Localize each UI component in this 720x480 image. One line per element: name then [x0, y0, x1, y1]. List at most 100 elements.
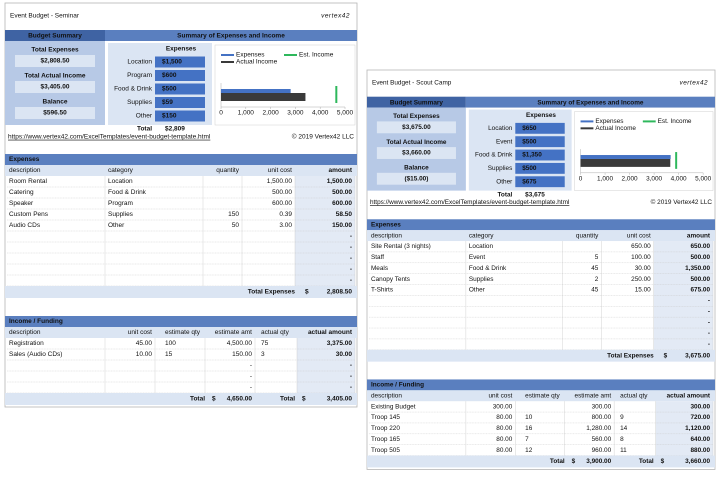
table-cell: 8	[620, 436, 624, 443]
table-cell: Site Rental (3 nights)	[371, 243, 431, 250]
url: https://www.vertex42.com/ExcelTemplates/…	[8, 134, 211, 141]
table-cell: -	[350, 277, 352, 284]
table-cell: 300.00	[690, 403, 710, 410]
overview-label: Location	[488, 125, 513, 132]
table-cell: Troop 145	[371, 414, 400, 421]
table-cell: 150	[228, 211, 239, 218]
sheet-title: Event Budget - Seminar	[10, 13, 80, 20]
table-header-bar	[367, 379, 715, 391]
summary-label: Total Actual Income	[24, 73, 85, 80]
total-cell: Total Expenses	[248, 289, 296, 296]
table-cell: -	[708, 330, 710, 337]
summary-header: Budget Summary	[390, 99, 443, 106]
legend-label: Actual Income	[595, 125, 636, 132]
table-cell: Audio CDs	[9, 222, 41, 229]
table-cell: 3.00	[279, 222, 292, 229]
overview-label: Supplies	[127, 99, 153, 106]
table-cell: 58.50	[336, 211, 353, 218]
table-cell: 1,500.00	[327, 178, 353, 185]
overview-header: Summary of Expenses and Income	[537, 99, 644, 106]
total-row	[5, 286, 357, 298]
table-cell: 11	[620, 447, 627, 454]
overview-total: $2,809	[165, 126, 185, 133]
overview-value: $675	[522, 178, 537, 185]
table-cell: 500.00	[690, 276, 710, 283]
summary-header-left	[367, 96, 466, 108]
table-cell: -	[250, 362, 252, 369]
table-cell: 300.00	[592, 403, 612, 410]
table-cell: Registration	[9, 340, 44, 347]
column-header: unit cost	[488, 392, 512, 399]
table-cell: -	[350, 373, 352, 380]
table-cell: Troop 505	[371, 447, 400, 454]
table-cell: Program	[108, 200, 133, 207]
column-header: description	[9, 329, 41, 336]
summary-label: Total Expenses	[31, 47, 79, 54]
overview-value-box	[155, 70, 205, 81]
table-cell: 560.00	[592, 436, 612, 443]
total-cell: 4,650.00	[227, 396, 253, 403]
table-cell: 80.00	[496, 425, 512, 432]
overview-value-box	[515, 162, 565, 174]
total-cell: $	[212, 396, 216, 403]
chart-area	[214, 44, 356, 126]
chart-area	[574, 111, 714, 191]
table-cell: Troop 165	[371, 436, 400, 443]
overview-label: Other	[496, 178, 513, 185]
column-header: category	[469, 232, 494, 239]
table-cell: -	[708, 308, 710, 315]
x-tick-label: 0	[579, 175, 583, 182]
sheet-title: Event Budget - Scout Camp	[372, 80, 452, 87]
table-cell: 45	[591, 265, 599, 272]
table-cell: Staff	[371, 254, 384, 261]
amount-column-shade	[655, 401, 714, 456]
table-cell: 1,500.00	[267, 178, 293, 185]
legend-swatch	[580, 127, 594, 130]
overview-total-label: Total	[137, 126, 152, 133]
x-tick-label: 3,000	[646, 175, 662, 182]
table-cell: 5	[595, 254, 599, 261]
table-cell: 30.00	[336, 351, 353, 358]
table-cell: -	[250, 373, 252, 380]
table-cell: 45	[591, 287, 599, 294]
copyright: © 2019 Vertex42 LLC	[292, 133, 355, 141]
table-cell: 800.00	[592, 414, 612, 421]
x-tick-label: 1,000	[238, 110, 255, 117]
summary-value: $3,405.00	[41, 84, 70, 91]
chart-bar	[580, 155, 671, 159]
overview-column: Expenses	[526, 112, 556, 119]
table-cell: 100.00	[631, 254, 651, 261]
table-cell: 4,500.00	[227, 340, 253, 347]
chart-bar	[221, 89, 291, 93]
table-cell: Troop 220	[371, 425, 400, 432]
table-cell: 15.00	[635, 287, 651, 294]
total-cell: $	[661, 458, 665, 465]
table-cell: 500.00	[272, 189, 292, 196]
column-header-row	[367, 390, 715, 402]
summary-value-box	[376, 147, 456, 159]
table-cell: Event	[469, 254, 486, 261]
legend-swatch	[580, 120, 594, 123]
table-cell: 80.00	[496, 436, 512, 443]
overview-total-label: Total	[498, 191, 513, 198]
table-cell: 500.00	[332, 189, 352, 196]
table-cell: Food & Drink	[108, 189, 147, 196]
table-cell: 80.00	[496, 414, 512, 421]
overview-label: Location	[127, 59, 152, 66]
x-tick-label: 5,000	[695, 175, 711, 182]
table-cell: 1,350.00	[685, 265, 710, 272]
column-header: amount	[329, 167, 353, 174]
legend-swatch	[284, 54, 297, 56]
table-cell: 600.00	[272, 200, 292, 207]
total-cell: 3,660.00	[685, 458, 710, 465]
summary-header-right	[465, 96, 715, 108]
summary-value: $2,808.50	[41, 58, 70, 65]
table-cell: -	[350, 255, 352, 262]
summary-label: Balance	[404, 165, 429, 172]
column-header: amount	[687, 232, 711, 239]
table-header-bar	[367, 219, 715, 231]
summary-label: Total Expenses	[393, 113, 440, 120]
table-cell: 100	[165, 340, 176, 347]
table-cell: -	[350, 233, 352, 240]
amount-column-shade	[297, 338, 355, 393]
